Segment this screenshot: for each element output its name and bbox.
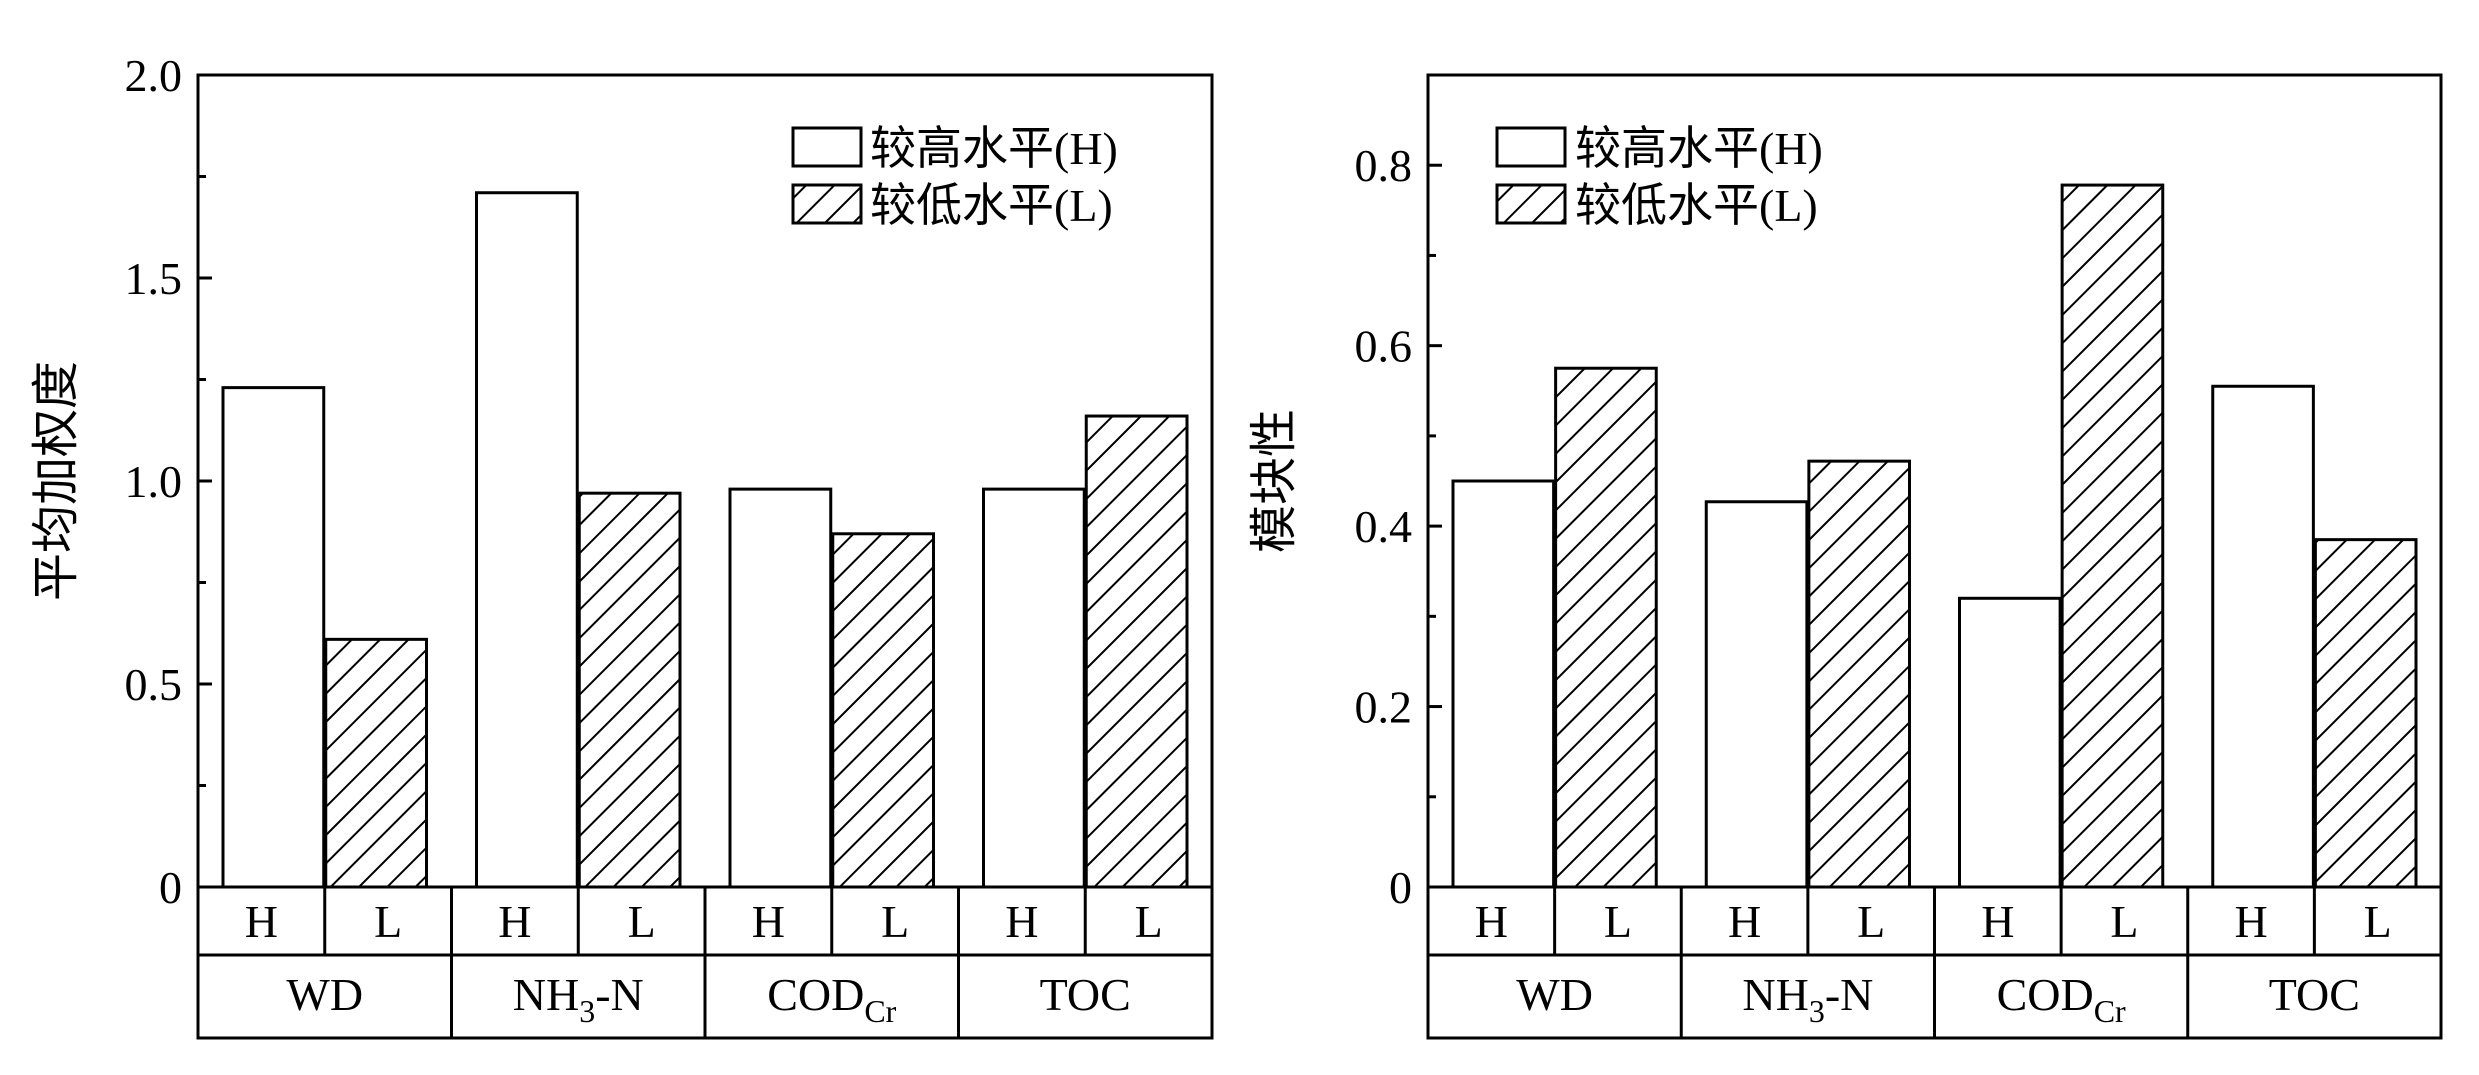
y-tick-label: 0.8 <box>1355 140 1413 191</box>
level-label-L: L <box>881 896 909 947</box>
bar-low-1 <box>577 491 682 889</box>
category-label: WD <box>1516 969 1593 1020</box>
level-label-H: H <box>752 896 785 947</box>
level-label-H: H <box>498 896 531 947</box>
bar-high-1 <box>475 191 579 889</box>
bar-low-2 <box>831 532 935 889</box>
category-label: TOC <box>1040 969 1131 1020</box>
legend-label-low: 较低水平(L) <box>870 180 1113 231</box>
legend-label-low: 较低水平(L) <box>1575 180 1818 231</box>
level-label-H: H <box>2234 896 2267 947</box>
y-tick-label: 0 <box>159 862 182 913</box>
category-label: CODCr <box>1997 969 2126 1029</box>
bar-high-3 <box>2211 384 2315 889</box>
level-label-L: L <box>1857 896 1885 947</box>
level-label-H: H <box>245 896 278 947</box>
level-label-L: L <box>2110 896 2138 947</box>
legend-label-high: 较高水平(H) <box>870 123 1118 174</box>
legend-swatch-low <box>1495 183 1567 225</box>
bar-low-3 <box>2313 538 2418 889</box>
category-label: WD <box>286 969 363 1020</box>
bar-high-3 <box>982 487 1086 889</box>
level-label-H: H <box>1728 896 1761 947</box>
category-label: CODCr <box>767 969 896 1029</box>
y-tick-label: 0.4 <box>1355 501 1413 552</box>
bar-low-0 <box>324 637 428 889</box>
level-label-L: L <box>2364 896 2392 947</box>
y-axis-label: 平均加权度 <box>30 361 83 601</box>
bar-low-0 <box>1554 366 1658 889</box>
bar-low-1 <box>1807 459 1911 889</box>
level-label-L: L <box>374 896 402 947</box>
y-tick-label: 1.0 <box>125 456 183 507</box>
legend-swatch-low <box>791 183 863 225</box>
bar-high-0 <box>221 386 326 889</box>
bar-high-2 <box>1958 596 2062 889</box>
category-label: TOC <box>2269 969 2360 1020</box>
y-tick-label: 2.0 <box>125 50 183 101</box>
y-tick-label: 0 <box>1389 862 1412 913</box>
level-label-L: L <box>1135 896 1163 947</box>
level-label-L: L <box>628 896 656 947</box>
y-tick-label: 0.2 <box>1355 682 1413 733</box>
level-label-H: H <box>1005 896 1038 947</box>
legend-swatch-high <box>791 126 863 168</box>
level-label-L: L <box>1604 896 1632 947</box>
level-label-H: H <box>1475 896 1508 947</box>
category-label: NH3-N <box>513 969 644 1029</box>
category-label: NH3-N <box>1742 969 1873 1029</box>
bar-high-1 <box>1704 500 1809 889</box>
level-label-H: H <box>1981 896 2014 947</box>
y-tick-label: 0.5 <box>125 659 183 710</box>
bar-high-2 <box>728 487 833 889</box>
y-axis-label: 模块性 <box>1248 409 1301 553</box>
bar-low-3 <box>1084 414 1189 889</box>
bar-low-2 <box>2060 183 2165 889</box>
y-tick-label: 1.5 <box>125 253 183 304</box>
legend-swatch-high <box>1495 126 1567 168</box>
y-tick-label: 0.6 <box>1355 321 1413 372</box>
bar-high-0 <box>1451 479 1556 889</box>
legend-label-high: 较高水平(H) <box>1575 123 1823 174</box>
